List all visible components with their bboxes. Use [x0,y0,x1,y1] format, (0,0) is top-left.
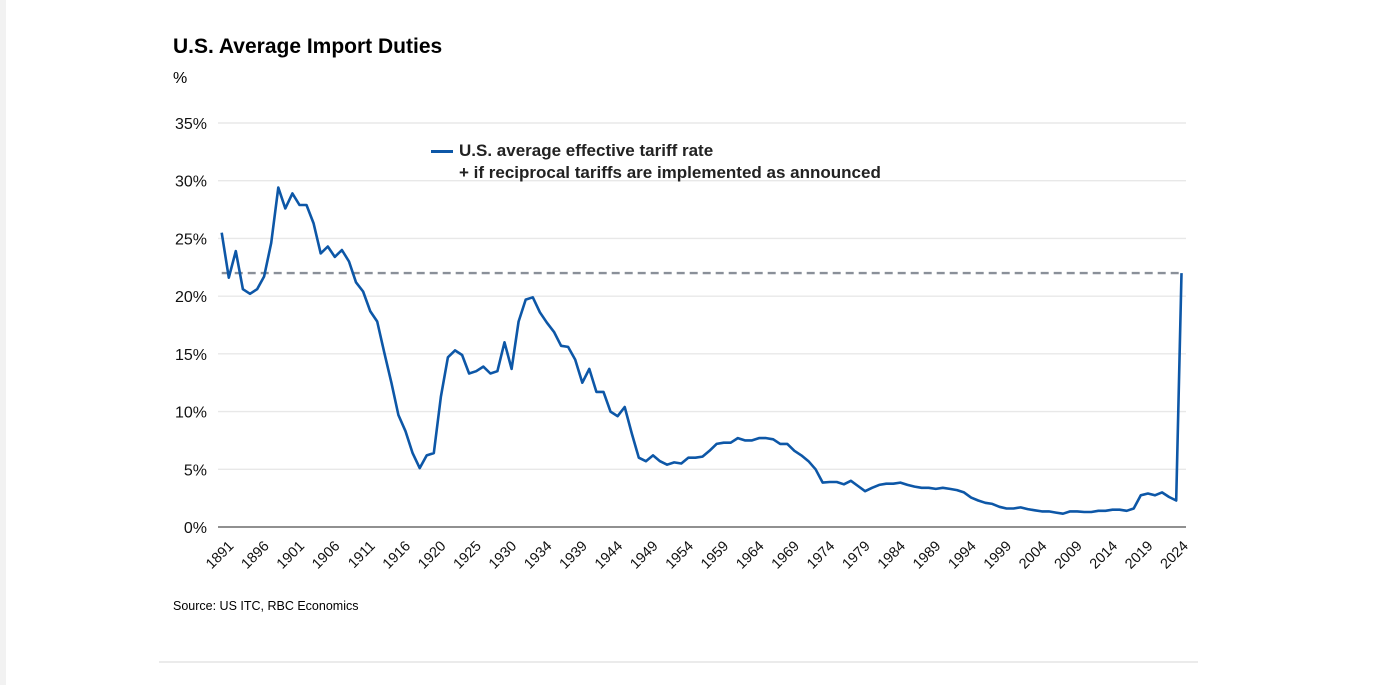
x-tick-label: 1925 [451,538,485,572]
x-tick-label: 1969 [769,538,803,572]
x-tick-label: 1944 [592,538,626,572]
gridlines [218,122,1186,528]
legend-label-tariff-rate: U.S. average effective tariff rate [459,141,714,160]
legend-label-reciprocal: + if reciprocal tariffs are implemented … [459,163,881,182]
y-tick-label: 35% [175,116,207,133]
x-tick-label: 1999 [981,538,1015,572]
y-tick-label: 15% [175,347,207,364]
x-tick-label: 1896 [239,538,273,572]
x-tick-label: 1934 [521,538,555,572]
x-tick-label: 1891 [203,538,237,572]
source-note: Source: US ITC, RBC Economics [173,599,359,613]
x-tick-label: 2009 [1052,538,1086,572]
x-tick-label: 1964 [733,538,767,572]
x-tick-label: 1959 [698,538,732,572]
x-tick-label: 1906 [309,538,343,572]
x-tick-label: 2004 [1016,538,1050,572]
x-tick-label: 1954 [663,538,697,572]
x-tick-label: 1920 [415,538,449,572]
x-tick-label: 1901 [274,538,308,572]
y-tick-label: 0% [184,520,207,537]
x-tick-label: 2024 [1158,538,1192,572]
series-layer [220,186,1183,516]
y-tick-label: 30% [175,174,207,191]
tariff-rate-line [220,186,1183,516]
x-tick-label: 1994 [946,538,980,572]
chart-title: U.S. Average Import Duties [173,35,443,58]
x-tick-label: 1911 [345,538,378,571]
x-tick-label: 1916 [380,538,414,572]
y-axis-ticks: 0% 5% 10% 15% 20% 25% 30% 35% [175,116,207,537]
x-tick-label: 1974 [804,538,838,572]
page-left-border [0,0,6,685]
x-tick-label: 2014 [1087,538,1121,572]
x-tick-label: 1989 [910,538,944,572]
x-axis-ticks: 1891 1896 1901 1906 1911 1916 1920 1925 1930 1934… [203,538,1192,572]
y-tick-label: 20% [175,289,207,306]
x-tick-label: 1930 [486,538,520,572]
x-tick-label: 1979 [839,538,873,572]
footer-divider [159,661,1198,663]
x-tick-label: 1939 [557,538,591,572]
x-tick-label: 1984 [875,538,909,572]
y-axis-unit-label: % [173,70,188,87]
y-tick-label: 25% [175,231,207,248]
x-tick-label: 2019 [1122,538,1156,572]
y-tick-label: 5% [184,462,207,479]
y-tick-label: 10% [175,405,207,422]
legend-swatch-tariff-rate [431,150,453,153]
x-tick-label: 1949 [627,538,661,572]
